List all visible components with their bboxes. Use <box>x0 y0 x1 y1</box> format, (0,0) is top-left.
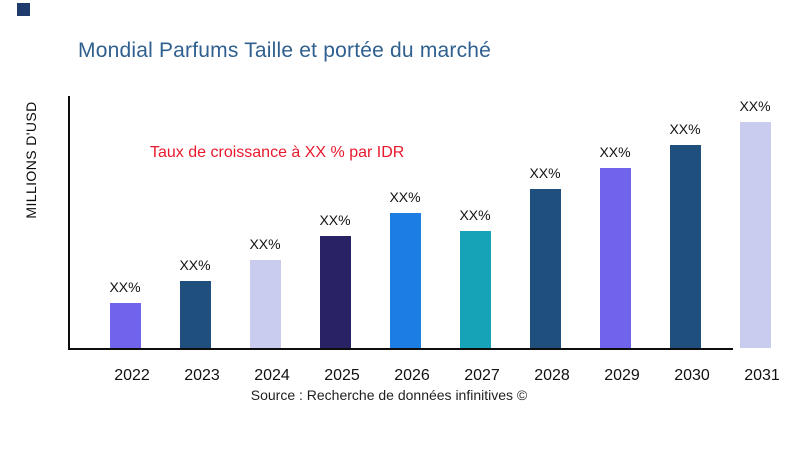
x-tick-2026: 2026 <box>394 367 430 384</box>
bar-2026 <box>389 213 421 348</box>
x-tick-2031: 2031 <box>744 367 780 384</box>
x-tick-2023: 2023 <box>184 367 220 384</box>
source-caption: Source : Recherche de données infinitive… <box>250 387 528 403</box>
bar-value-label-2025: XX% <box>319 212 351 228</box>
y-axis-label: MILLIONS D'USD <box>23 101 39 219</box>
bar-2031 <box>739 122 771 348</box>
bar-value-label-2026: XX% <box>389 189 421 205</box>
x-tick-2025: 2025 <box>324 367 360 384</box>
bar-2028 <box>529 189 561 348</box>
brand-logo-square <box>17 3 30 16</box>
growth-rate-annotation: Taux de croissance à XX % par IDR <box>150 144 405 161</box>
x-tick-2030: 2030 <box>674 367 710 384</box>
x-tick-2029: 2029 <box>604 367 640 384</box>
bar-2030 <box>669 145 701 348</box>
bar-value-label-2031: XX% <box>739 98 771 114</box>
chart-title: Mondial Parfums Taille et portée du marc… <box>78 39 492 62</box>
y-axis-line <box>68 96 70 350</box>
bar-2029 <box>599 168 631 348</box>
bar-value-label-2022: XX% <box>109 279 141 295</box>
bar-value-label-2029: XX% <box>599 144 631 160</box>
bar-value-label-2027: XX% <box>459 207 491 223</box>
x-tick-2028: 2028 <box>534 367 570 384</box>
bar-value-label-2030: XX% <box>669 121 701 137</box>
x-axis-line <box>68 348 733 350</box>
bar-2027 <box>459 231 491 348</box>
x-tick-2024: 2024 <box>254 367 290 384</box>
bar-value-label-2023: XX% <box>179 257 211 273</box>
bar-value-label-2028: XX% <box>529 165 561 181</box>
bar-2025 <box>319 236 351 348</box>
bar-2022 <box>109 303 141 348</box>
x-tick-2027: 2027 <box>464 367 500 384</box>
bar-2023 <box>179 281 211 348</box>
bar-value-label-2024: XX% <box>249 236 281 252</box>
bar-2024 <box>249 260 281 348</box>
x-tick-2022: 2022 <box>114 367 150 384</box>
